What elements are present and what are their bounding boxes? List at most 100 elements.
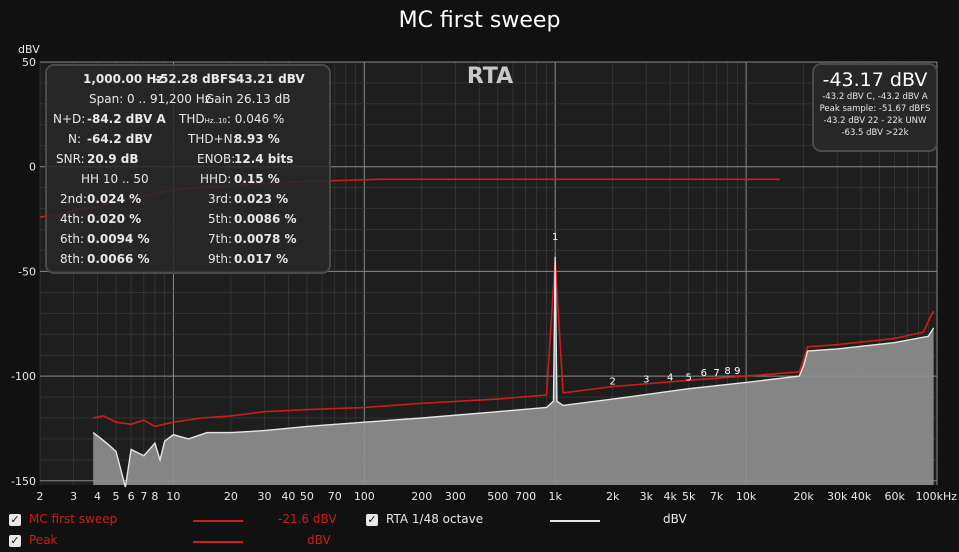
y-axis-label: dBV <box>18 43 40 56</box>
x-tick-label: 100 <box>354 490 375 503</box>
nd-label: N+D: <box>53 112 86 126</box>
x-tick-label: 20 <box>224 490 238 503</box>
x-tick-label: 6 <box>128 490 135 503</box>
peak-readout[interactable]: -43.17 dBV -43.2 dBV C, -43.2 dBV A Peak… <box>812 63 938 152</box>
x-tick-label: 100kHz <box>916 490 958 503</box>
stats-span: Span: 0 .. 91,200 Hz <box>89 92 212 106</box>
stats-row-n: N: -64.2 dBV THD+N: 8.93 % <box>47 130 329 148</box>
harmonic-marker-label: 8 <box>724 366 730 377</box>
nd-value: -84.2 dBV A <box>87 112 166 126</box>
h2-value: 0.024 % <box>87 192 142 206</box>
legend-line-rta <box>550 520 600 522</box>
h3-label: 3rd: <box>208 192 233 206</box>
h4-label: 4th: <box>60 212 84 226</box>
h7-value: 0.0078 % <box>234 232 297 246</box>
checkbox-rta[interactable]: ✓ <box>366 513 378 526</box>
h2-label: 2nd: <box>60 192 87 206</box>
stats-gain: Gain 26.13 dB <box>205 92 291 106</box>
harmonic-markers: 1 2 3 4 5 6 7 8 9 <box>552 232 741 387</box>
harmonic-marker-label: 3 <box>643 374 649 385</box>
stats-row-h4: 4th: 0.020 % 5th: 0.0086 % <box>47 210 329 228</box>
harmonic-marker-label: 9 <box>734 366 740 377</box>
stats-row-snr: SNR: 20.9 dB ENOB: 12.4 bits <box>47 150 329 168</box>
h9-value: 0.017 % <box>234 252 289 266</box>
hhd-label: HHD: <box>200 172 232 186</box>
h8-value: 0.0066 % <box>87 252 150 266</box>
stats-panel[interactable]: 1,000.00 Hz -52.28 dBFS -43.21 dBV Span:… <box>45 64 331 274</box>
enob-value: 12.4 bits <box>234 152 294 166</box>
peak-value: -43.17 dBV <box>822 69 928 91</box>
x-tick-label: 500 <box>487 490 508 503</box>
enob-label: ENOB: <box>197 152 236 166</box>
harmonic-marker-label: 5 <box>685 372 691 383</box>
hhd-value: 0.15 % <box>234 172 280 186</box>
stats-row-h8: 8th: 0.0066 % 9th: 0.017 % <box>47 250 329 268</box>
x-tick-label: 4 <box>94 490 101 503</box>
x-tick-label: 40 <box>281 490 295 503</box>
peak-line-1: -43.2 dBV C, -43.2 dBV A <box>822 92 928 102</box>
x-tick-label: 700 <box>515 490 536 503</box>
rta-fill-area <box>93 256 934 488</box>
h5-label: 5th: <box>208 212 232 226</box>
h7-label: 7th: <box>208 232 232 246</box>
x-tick-label: 70 <box>328 490 342 503</box>
checkbox-peak[interactable]: ✓ <box>9 534 21 547</box>
x-tick-label: 40k <box>851 490 872 503</box>
stats-row-hh: HH 10 .. 50 HHD: 0.15 % <box>47 170 329 188</box>
h6-label: 6th: <box>60 232 84 246</box>
n-value: -64.2 dBV <box>87 132 153 146</box>
n-label: N: <box>68 132 82 146</box>
legend-line-peak <box>193 541 243 543</box>
series-rta <box>92 256 935 488</box>
x-tick-label: 7k <box>710 490 724 503</box>
stats-freq: 1,000.00 Hz <box>83 72 164 86</box>
x-tick-label: 20k <box>793 490 814 503</box>
legend-value-mc: -21.6 dBV <box>278 512 337 526</box>
thd-label: THDHz..10: 0.046 % <box>179 112 285 126</box>
harmonic-marker-label: 2 <box>609 376 615 387</box>
x-tick-label: 300 <box>445 490 466 503</box>
stats-dbfs: -52.28 dBFS <box>155 72 237 86</box>
y-tick-label: 50 <box>22 56 36 69</box>
x-tick-label: 2k <box>606 490 620 503</box>
legend-value-rta: dBV <box>663 512 687 526</box>
snr-value: 20.9 dB <box>87 152 139 166</box>
hh-label: HH 10 .. 50 <box>81 172 149 186</box>
legend-label-mc: MC first sweep <box>29 512 118 526</box>
x-tick-label: 10k <box>736 490 757 503</box>
peak-line-2: Peak sample: -51.67 dBFS <box>819 104 931 114</box>
stats-dbv: -43.21 dBV <box>231 72 305 86</box>
y-tick-label: -50 <box>18 265 36 278</box>
x-tick-label: 5 <box>112 490 119 503</box>
h6-value: 0.0094 % <box>87 232 150 246</box>
x-tick-label: 200 <box>411 490 432 503</box>
x-tick-label: 1k <box>549 490 563 503</box>
x-tick-label: 3k <box>640 490 654 503</box>
peak-line-3: -43.2 dBV 22 - 22k UNW <box>823 116 927 126</box>
legend-label-rta: RTA 1/48 octave <box>386 512 484 526</box>
x-tick-label: 4k <box>663 490 677 503</box>
stats-span-row: Span: 0 .. 91,200 Hz Gain 26.13 dB <box>47 90 329 108</box>
x-tick-label: 50 <box>300 490 314 503</box>
x-tick-label: 7 <box>140 490 147 503</box>
stats-header-row: 1,000.00 Hz -52.28 dBFS -43.21 dBV <box>47 70 329 88</box>
legend-label-peak: Peak <box>29 533 58 547</box>
checkbox-mc[interactable]: ✓ <box>9 513 21 526</box>
peak-line-4: -63.5 dBV >22k <box>841 128 909 138</box>
stats-row-nd: N+D: -84.2 dBV A THDHz..10: 0.046 % <box>47 110 329 128</box>
thdn-label: THD+N: <box>188 132 237 146</box>
chart-title: MC first sweep <box>398 8 561 33</box>
y-tick-label: 0 <box>29 161 36 174</box>
y-tick-label: -150 <box>11 475 36 488</box>
x-tick-label: 30k <box>827 490 848 503</box>
snr-label: SNR: <box>56 152 85 166</box>
h4-value: 0.020 % <box>87 212 142 226</box>
x-tick-label: 2 <box>37 490 44 503</box>
harmonic-marker-label: 6 <box>701 368 707 379</box>
h3-value: 0.023 % <box>234 192 289 206</box>
thdn-value: 8.93 % <box>234 132 280 146</box>
x-tick-label: 3 <box>70 490 77 503</box>
rta-watermark: RTA <box>466 64 514 89</box>
x-tick-label: 5k <box>682 490 696 503</box>
